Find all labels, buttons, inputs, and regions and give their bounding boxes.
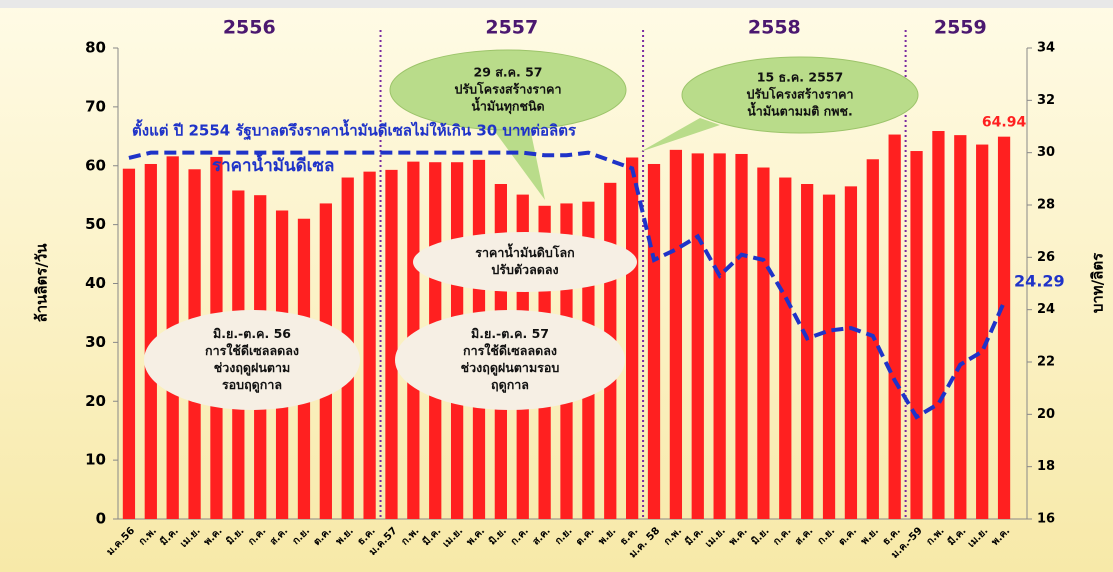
bar [932, 131, 945, 520]
year-label: 2558 [748, 17, 801, 39]
callout-text: น้ำมันตามมติ กพช. [747, 102, 852, 119]
year-label: 2557 [485, 17, 538, 39]
callout-text: การใช้ดีเซลลดลง [205, 343, 299, 358]
year-label: 2556 [223, 17, 276, 39]
callout-text: มิ.ย.-ต.ค. 56 [213, 326, 291, 341]
callout-text: น้ำมันทุกชนิด [471, 97, 544, 115]
y-tick-label: 20 [85, 392, 106, 410]
bar [888, 134, 901, 519]
callout [395, 310, 625, 410]
callout [681, 56, 919, 134]
y2-tick-label: 30 [1037, 145, 1055, 160]
y2-tick-label: 26 [1037, 250, 1055, 265]
callout-text: ช่วงฤดูฝนตามรอบ [461, 360, 560, 376]
bar [735, 153, 748, 519]
callout-text: มิ.ย.-ต.ค. 57 [471, 326, 549, 341]
y-tick-label: 40 [85, 274, 106, 292]
y-tick-label: 0 [96, 510, 106, 528]
line-value-label: 24.29 [1014, 272, 1065, 291]
callout-text: ช่วงฤดูฝนตาม [214, 360, 291, 376]
y2-tick-label: 32 [1037, 93, 1055, 108]
y-tick-label: 70 [85, 97, 106, 115]
line-label: ราคาน้ำมันดีเซล [212, 152, 334, 176]
bar [122, 168, 136, 519]
callout-text: ราคาน้ำมันดิบโลก [475, 243, 574, 260]
bar [144, 163, 157, 519]
bar [691, 153, 704, 520]
y2-tick-label: 18 [1037, 459, 1055, 474]
callout-text: ปรับตัวลดลง [491, 262, 558, 277]
callout-tail [640, 118, 720, 152]
bar [997, 136, 1011, 519]
y2-tick-label: 20 [1037, 407, 1055, 422]
y2-tick-label: 28 [1037, 198, 1055, 213]
bar [910, 151, 923, 519]
bar [779, 177, 792, 519]
bar [976, 144, 989, 519]
headline: ตั้งแต่ ปี 2554 รัฐบาลตรึงราคาน้ำมันดีเซ… [132, 119, 577, 141]
y2-tick-label: 22 [1037, 355, 1055, 370]
y2-tick-label: 34 [1037, 41, 1055, 56]
bar [626, 157, 639, 519]
bar [385, 169, 398, 519]
year-label: 2559 [934, 17, 987, 39]
bar [822, 194, 836, 519]
bar [757, 167, 770, 520]
y2-tick-label: 24 [1037, 302, 1055, 317]
callout-text: การใช้ดีเซลลดลง [463, 343, 557, 358]
bar [801, 184, 814, 519]
y-tick-label: 30 [85, 333, 106, 351]
bar [954, 135, 967, 519]
callout-text: 29 ส.ค. 57 [474, 65, 543, 80]
bar [363, 171, 376, 519]
bar [669, 149, 683, 519]
callout-text: ฤดูกาล [491, 377, 529, 393]
y2-tick-label: 16 [1037, 512, 1055, 527]
y-tick-label: 60 [85, 156, 106, 174]
y-tick-label: 50 [85, 215, 106, 233]
bar [713, 153, 726, 520]
callout [389, 49, 627, 131]
bar [647, 163, 661, 519]
callout-text: 15 ธ.ค. 2557 [757, 70, 843, 85]
y-tick-label: 80 [85, 39, 106, 57]
top-band [0, 0, 1113, 8]
callout [144, 310, 360, 410]
callout-text: ปรับโครงสร้างราคา [746, 87, 853, 102]
y-axis-title: ล้านลิตร/วัน [33, 243, 51, 323]
bar [844, 186, 858, 519]
bar-value-label: 64.94 [982, 115, 1027, 131]
callout [413, 232, 637, 292]
y-tick-label: 10 [85, 451, 106, 469]
callout-text: รอบฤดูกาล [222, 377, 282, 393]
callout-text: ปรับโครงสร้างราคา [454, 82, 561, 97]
price-line [128, 150, 1006, 420]
callout-tail [490, 125, 545, 200]
y2-axis-title: บาท/ลิตร [1089, 252, 1107, 313]
